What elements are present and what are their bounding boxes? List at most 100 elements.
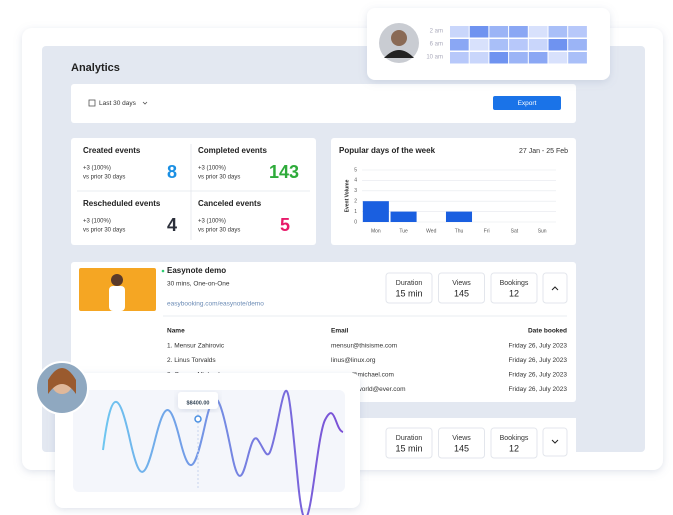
chevron-up	[551, 286, 559, 291]
stat-value: 5	[280, 215, 290, 235]
x-tick-label: Wed	[426, 228, 436, 234]
table-cell: Friday 26, July 2023	[508, 343, 567, 350]
table-cell: Friday 26, July 2023	[508, 357, 567, 364]
y-tick-label: 2	[354, 199, 357, 205]
image-person	[109, 286, 125, 311]
event-details: 30 mins, One-on-One	[167, 281, 230, 288]
stat-label: Rescheduled events	[83, 199, 161, 208]
metric-box	[490, 272, 538, 304]
x-tick-label: Mon	[371, 228, 381, 234]
metric-value: 12	[509, 443, 519, 453]
metric-label: Duration	[396, 280, 423, 287]
collapse-button[interactable]	[542, 272, 568, 304]
metric-value: 15 min	[395, 288, 422, 298]
heat-cell	[528, 26, 548, 38]
heat-cell	[489, 52, 509, 64]
heat-cell	[568, 26, 587, 38]
table-cell: linus@linux.org	[331, 357, 376, 364]
hour-label: 2 am	[430, 29, 443, 35]
table-cell: theworld@ever.com	[348, 386, 406, 393]
dropdown-caret	[142, 101, 148, 105]
page-title: Analytics	[71, 62, 120, 74]
metric-label: Bookings	[500, 435, 529, 442]
x-tick-label: Tue	[399, 228, 408, 234]
revenue-plot	[73, 390, 345, 492]
stat-period: vs prior 30 days	[83, 175, 125, 181]
x-tick-label: Thu	[455, 228, 464, 234]
image-person	[111, 274, 123, 286]
tooltip-value: $8400.00	[187, 400, 210, 406]
table-cell: Friday 26, July 2023	[508, 386, 567, 393]
revenue-line	[102, 389, 344, 515]
metric-value: 145	[454, 443, 469, 453]
table-cell: connor@michael.com	[331, 372, 394, 379]
hour-label: 6 am	[430, 42, 443, 48]
heat-cell	[469, 39, 489, 51]
heat-cell	[509, 26, 528, 38]
heat-cell	[568, 52, 587, 64]
x-tick-label: Sat	[511, 228, 519, 234]
metric-label: Duration	[396, 435, 423, 442]
tooltip	[178, 392, 218, 409]
heat-cell	[489, 39, 509, 51]
stat-change: +3 (100%)	[83, 219, 111, 225]
metric-box	[385, 272, 433, 304]
chevron-down	[551, 439, 559, 444]
stat-period: vs prior 30 days	[198, 228, 240, 234]
stat-value: 8	[167, 162, 177, 182]
date-range: 27 Jan - 25 Feb	[519, 148, 568, 155]
heat-cell	[548, 26, 568, 38]
metric-box	[490, 427, 538, 459]
export-button[interactable]	[493, 96, 561, 110]
bar	[445, 211, 473, 222]
y-tick-label: 0	[354, 219, 357, 225]
stats-card	[71, 138, 316, 245]
filter-bar	[71, 84, 576, 123]
metric-box	[438, 272, 485, 304]
bar	[390, 211, 417, 222]
date-filter[interactable]: Last 30 days	[99, 100, 137, 107]
column-header: Email	[331, 328, 349, 335]
stat-value: 4	[167, 215, 177, 235]
stat-period: vs prior 30 days	[83, 228, 125, 234]
metric-value: 12	[509, 288, 519, 298]
y-tick-label: 1	[354, 209, 357, 215]
calendar-icon	[88, 99, 96, 107]
heat-cell	[509, 52, 528, 64]
heat-cell	[489, 26, 509, 38]
heat-cell	[450, 39, 469, 51]
metric-box	[438, 427, 485, 459]
stat-label: Created events	[83, 146, 141, 155]
expand-button[interactable]	[542, 427, 568, 457]
y-tick-label: 3	[354, 188, 357, 194]
y-tick-label: 5	[354, 167, 357, 173]
table-cell: mensur@thisisme.com	[331, 343, 397, 350]
column-header: Name	[167, 328, 185, 335]
chart-title: Popular days of the week	[339, 146, 436, 155]
metric-box	[385, 427, 433, 459]
event-link[interactable]: easybooking.com/easynote/demo	[167, 301, 264, 308]
event-name: Easynote demo	[167, 266, 226, 275]
stat-change: +3 (100%)	[198, 166, 226, 172]
heat-cell	[528, 52, 548, 64]
avatar-face	[391, 30, 407, 46]
heat-cell	[548, 39, 568, 51]
heat-cell	[509, 39, 528, 51]
avatar-hair	[48, 368, 76, 394]
heat-cell	[469, 26, 489, 38]
metric-label: Views	[452, 435, 471, 442]
table-cell: 1. Mensur Zahirovic	[167, 343, 225, 350]
heat-cell	[528, 39, 548, 51]
stat-change: +3 (100%)	[83, 166, 111, 172]
table-cell: 2. Linus Torvalds	[167, 357, 216, 364]
metric-value: 15 min	[395, 443, 422, 453]
stat-change: +3 (100%)	[198, 219, 226, 225]
metric-label: Bookings	[500, 280, 529, 287]
heat-cell	[450, 52, 469, 64]
x-tick-label: Sun	[538, 228, 547, 234]
metric-value: 145	[454, 288, 469, 298]
x-tick-label: Fri	[484, 228, 490, 234]
table-cell: Friday 26, July 2023	[508, 372, 567, 379]
